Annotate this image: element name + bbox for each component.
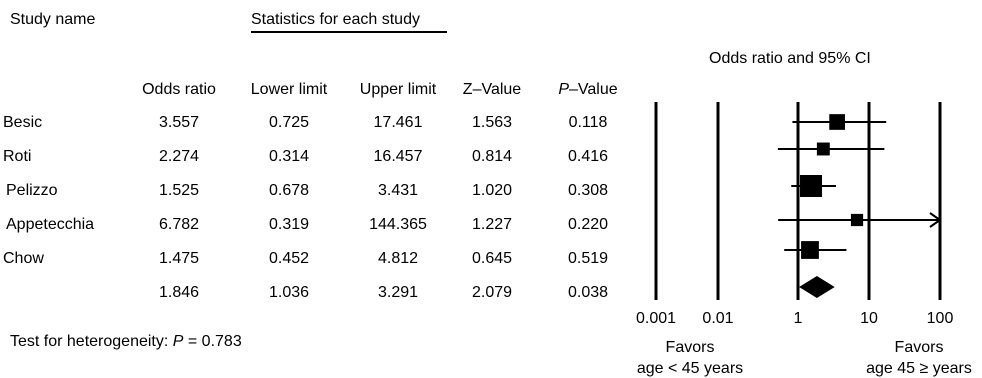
lower-limit-cell: 0.452 (268, 250, 310, 267)
favors-left-line1: Favors (665, 339, 715, 356)
col-header-odds-ratio: Odds ratio (142, 81, 216, 98)
p-value-cell: 0.220 (567, 216, 609, 233)
statistics-group-header: Statistics for each study (251, 11, 420, 28)
z-value-cell: 2.079 (471, 284, 513, 301)
col-header-z-value: Z–Value (462, 81, 522, 98)
upper-limit-cell: 3.291 (377, 284, 419, 301)
odds-ratio-cell: 6.782 (158, 216, 200, 233)
favors-right-line1: Favors (894, 339, 944, 356)
upper-limit-cell: 16.457 (373, 148, 423, 165)
z-value-cell: 1.020 (471, 182, 513, 199)
upper-limit-cell: 144.365 (369, 216, 427, 233)
upper-limit-cell: 3.431 (377, 182, 419, 199)
heterogeneity-test: Test for heterogeneity: P = 0.783 (10, 333, 242, 350)
col-header-upper-limit: Upper limit (359, 81, 437, 98)
col-header-p-value: P–Value (558, 81, 618, 98)
odds-ratio-cell: 3.557 (158, 114, 200, 131)
study-name-cell: Chow (3, 250, 44, 267)
p-value-cell: 0.118 (568, 114, 608, 131)
odds-ratio-cell: 1.475 (158, 250, 200, 267)
odds-ratio-cell: 2.274 (158, 148, 200, 165)
x-tick-label: 1 (794, 310, 803, 327)
lower-limit-cell: 0.319 (268, 216, 310, 233)
plot-title: Odds ratio and 95% CI (709, 50, 871, 67)
z-value-cell: 0.645 (471, 250, 513, 267)
x-tick-label: 10 (860, 310, 878, 327)
point-estimate-marker (816, 142, 830, 156)
z-value-cell: 1.227 (471, 216, 513, 233)
study-name-cell: Besic (3, 114, 43, 131)
point-estimate-marker (801, 241, 819, 259)
z-value-cell: 1.563 (471, 114, 513, 131)
lower-limit-cell: 1.036 (268, 284, 310, 301)
point-estimate-marker (850, 213, 864, 227)
p-value-cell: 0.519 (567, 250, 609, 267)
point-estimate-marker (829, 114, 845, 130)
study-name-header: Study name (10, 11, 96, 28)
study-name-cell: Roti (3, 148, 32, 165)
lower-limit-cell: 0.678 (268, 182, 310, 199)
col-header-lower-limit: Lower limit (250, 81, 328, 98)
statistics-header-underline (251, 31, 447, 33)
p-value-cell: 0.416 (567, 148, 609, 165)
upper-limit-cell: 4.812 (377, 250, 419, 267)
study-name-cell: Appetecchia (6, 216, 95, 233)
summary-diamond (799, 276, 835, 298)
study-name-cell: Pelizzo (6, 182, 58, 199)
odds-ratio-cell: 1.525 (158, 182, 200, 199)
upper-limit-cell: 17.461 (373, 114, 423, 131)
z-value-cell: 0.814 (471, 148, 513, 165)
x-tick-label: 0.01 (702, 310, 733, 327)
p-value-cell: 0.038 (567, 284, 609, 301)
lower-limit-cell: 0.725 (268, 114, 310, 131)
x-tick-label: 100 (927, 310, 954, 327)
favors-left-line2: age < 45 years (636, 360, 744, 377)
p-value-cell: 0.308 (567, 182, 609, 199)
ci-arrow (929, 212, 942, 228)
favors-right-line2: age 45 ≥ years (866, 360, 972, 377)
lower-limit-cell: 0.314 (268, 148, 310, 165)
odds-ratio-cell: 1.846 (158, 284, 200, 301)
x-tick-label: 0.001 (636, 310, 676, 327)
point-estimate-marker (800, 175, 823, 197)
